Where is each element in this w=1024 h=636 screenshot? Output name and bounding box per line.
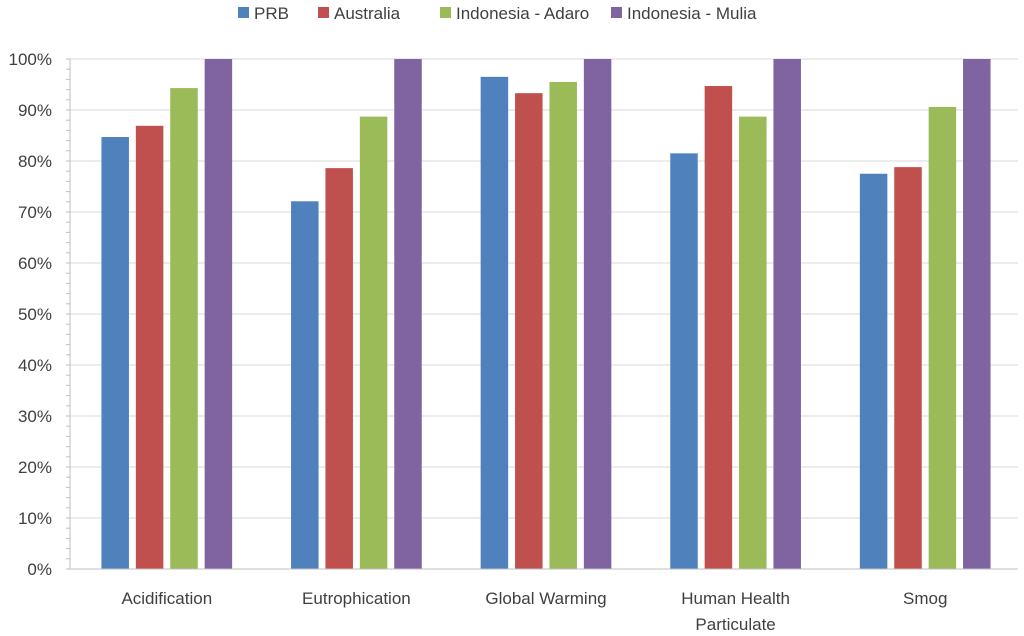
bar-indonesia-mulia-human-health-particulate bbox=[773, 59, 801, 569]
x-category-label-line: Smog bbox=[903, 589, 947, 608]
bar-indonesia-adaro-human-health-particulate bbox=[739, 116, 767, 569]
legend-swatch-indonesia-adaro bbox=[440, 7, 451, 18]
legend-swatch-prb bbox=[238, 7, 249, 18]
y-tick-label-30: 30% bbox=[18, 407, 52, 426]
y-tick-label-50: 50% bbox=[18, 305, 52, 324]
bar-australia-eutrophication bbox=[325, 168, 353, 569]
bar-prb-human-health-particulate bbox=[670, 153, 698, 569]
x-category-label-acidification: Acidification bbox=[121, 589, 212, 608]
bar-indonesia-adaro-eutrophication bbox=[359, 116, 388, 569]
x-axis bbox=[66, 58, 1018, 570]
legend-label-indonesia-mulia: Indonesia - Mulia bbox=[627, 4, 757, 23]
bars bbox=[101, 59, 991, 570]
bar-prb-smog bbox=[859, 173, 888, 569]
bar-prb-acidification bbox=[101, 137, 129, 569]
bar-indonesia-adaro-global-warming bbox=[549, 81, 577, 569]
bar-indonesia-adaro-acidification bbox=[170, 88, 198, 569]
bar-australia-human-health-particulate bbox=[704, 86, 733, 569]
legend-label-australia: Australia bbox=[334, 4, 401, 23]
x-category-label-eutrophication: Eutrophication bbox=[302, 589, 411, 608]
y-tick-label-70: 70% bbox=[18, 203, 52, 222]
x-category-label-line: Human Health bbox=[681, 589, 790, 608]
x-category-label-line: Global Warming bbox=[485, 589, 606, 608]
y-tick-label-100: 100% bbox=[9, 50, 52, 69]
x-category-label-line: Acidification bbox=[121, 589, 212, 608]
y-tick-label-60: 60% bbox=[18, 254, 52, 273]
legend: PRB Australia Indonesia - Adaro Indonesia -… bbox=[238, 4, 757, 23]
legend-swatch-australia bbox=[318, 7, 329, 18]
bar-australia-acidification bbox=[135, 125, 164, 569]
bar-indonesia-adaro-smog bbox=[928, 106, 957, 569]
bar-australia-global-warming bbox=[515, 93, 543, 570]
y-tick-label-10: 10% bbox=[18, 509, 52, 528]
y-tick-label-20: 20% bbox=[18, 458, 52, 477]
y-tick-label-90: 90% bbox=[18, 101, 52, 120]
y-axis-ticks: 0% 10% 20% 30% 40% 50% 60% 70% 80% 90% 100% bbox=[9, 50, 52, 579]
bar-indonesia-mulia-global-warming bbox=[583, 59, 612, 569]
x-category-label-line: Particulate bbox=[695, 615, 775, 634]
bar-indonesia-mulia-smog bbox=[963, 59, 991, 569]
bar-indonesia-mulia-eutrophication bbox=[394, 59, 422, 569]
legend-label-indonesia-adaro: Indonesia - Adaro bbox=[456, 4, 589, 23]
legend-swatch-indonesia-mulia bbox=[611, 7, 622, 18]
bar-australia-smog bbox=[894, 167, 922, 569]
bar-prb-global-warming bbox=[480, 76, 509, 569]
legend-label-prb: PRB bbox=[254, 4, 289, 23]
x-category-label-line: Eutrophication bbox=[302, 589, 411, 608]
x-category-label-global-warming: Global Warming bbox=[485, 589, 606, 608]
y-tick-label-0: 0% bbox=[27, 560, 52, 579]
x-category-label-human-health-particulate: Human Health Particulate bbox=[681, 589, 790, 634]
y-tick-label-80: 80% bbox=[18, 152, 52, 171]
x-category-label-smog: Smog bbox=[903, 589, 947, 608]
bar-indonesia-mulia-acidification bbox=[204, 59, 233, 569]
bar-prb-eutrophication bbox=[291, 201, 319, 570]
y-tick-label-40: 40% bbox=[18, 356, 52, 375]
x-axis-category-labels: Acidification Eutrophication Global Warmin… bbox=[121, 589, 947, 634]
